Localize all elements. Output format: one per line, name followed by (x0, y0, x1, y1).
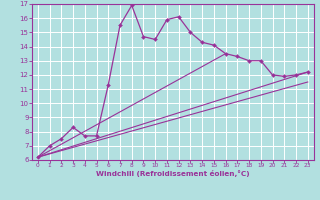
X-axis label: Windchill (Refroidissement éolien,°C): Windchill (Refroidissement éolien,°C) (96, 170, 250, 177)
